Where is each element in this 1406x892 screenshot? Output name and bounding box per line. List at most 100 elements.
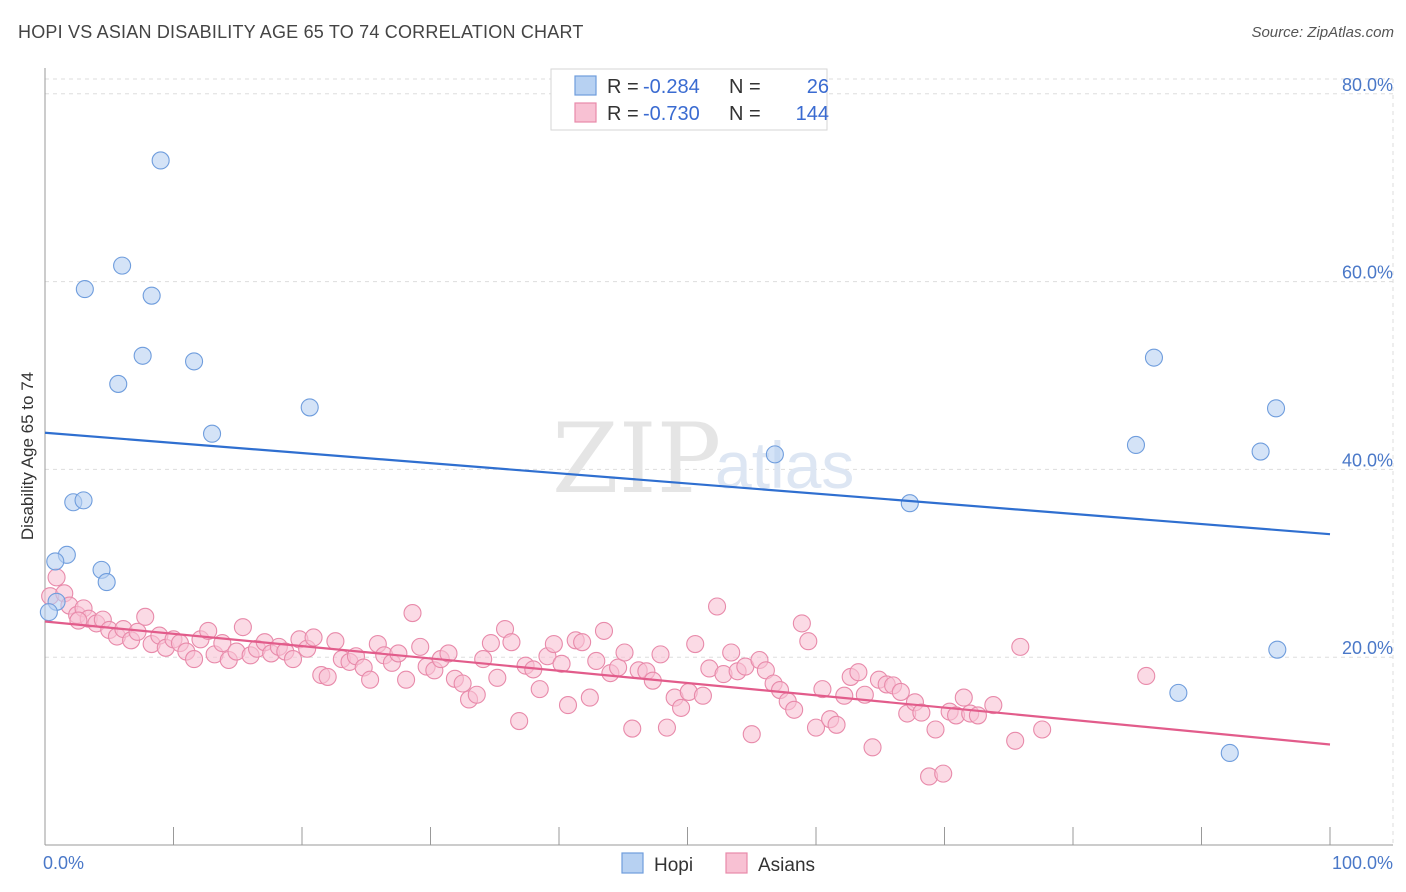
bottom-legend-swatch-hopi xyxy=(621,852,644,874)
asians-point-87 xyxy=(651,645,670,664)
watermark: ZIP atlas xyxy=(552,403,854,515)
chart-title: HOPI VS ASIAN DISABILITY AGE 65 TO 74 CO… xyxy=(18,22,584,42)
watermark-atlas: atlas xyxy=(715,428,854,502)
trend-lines xyxy=(44,431,1331,746)
asians-point-117 xyxy=(863,738,882,757)
asians-point-110 xyxy=(813,680,832,699)
asians-point-77 xyxy=(580,688,599,707)
asians-point-46 xyxy=(361,670,380,689)
asians-point-76 xyxy=(573,633,592,652)
correlation-legend: R = -0.284 N = 26 R = -0.730 N = 144 xyxy=(550,68,829,131)
asians-point-134 xyxy=(1006,731,1025,750)
asians-point-66 xyxy=(502,633,521,652)
asians-point-83 xyxy=(623,719,642,738)
hopi-point-24 xyxy=(1220,743,1239,763)
hopi-point-22 xyxy=(1268,640,1287,659)
hopi-point-8 xyxy=(203,424,222,443)
asians-point-127 xyxy=(934,764,953,783)
series-legend: Hopi Asians xyxy=(621,852,815,876)
asians-point-130 xyxy=(954,688,973,707)
hopi-point-18 xyxy=(1126,435,1146,455)
asians-point-100 xyxy=(742,725,761,744)
bottom-legend-label-asians: Asians xyxy=(758,855,815,876)
asians-point-88 xyxy=(657,718,676,737)
asians-point-21 xyxy=(185,650,204,669)
asians-point-112 xyxy=(827,715,846,734)
hopi-point-16 xyxy=(765,445,784,464)
asians-point-90 xyxy=(672,698,691,717)
asians-point-28 xyxy=(233,618,252,637)
watermark-zip: ZIP xyxy=(552,403,721,515)
asians-point-107 xyxy=(792,614,811,633)
legend-r-label-asians: R = xyxy=(607,103,639,125)
hopi-points xyxy=(39,151,1287,763)
asians-point-38 xyxy=(304,628,323,647)
legend-n-label-asians: N = xyxy=(729,103,761,125)
asians-point-92 xyxy=(686,634,705,654)
hopi-point-19 xyxy=(1144,348,1164,367)
y-tick-label-40: 40.0% xyxy=(1342,450,1393,470)
asians-point-57 xyxy=(439,644,458,663)
hopi-point-2 xyxy=(113,256,132,275)
asians-point-50 xyxy=(389,644,408,663)
asians-points xyxy=(41,568,1156,786)
asians-point-138 xyxy=(69,611,88,630)
asians-point-53 xyxy=(411,637,430,656)
source-label: Source: ZipAtlas.com xyxy=(1251,24,1394,41)
asians-point-115 xyxy=(849,663,868,682)
asians-point-124 xyxy=(912,703,931,722)
x-tick-label-min: 0.0% xyxy=(43,853,84,873)
asians-point-70 xyxy=(530,680,549,699)
hopi-point-25 xyxy=(39,603,58,622)
asians-point-81 xyxy=(609,658,628,677)
asians-point-78 xyxy=(587,651,606,671)
asians-point-133 xyxy=(984,696,1003,715)
asians-point-137 xyxy=(1137,666,1156,686)
legend-n-value-hopi: 26 xyxy=(807,76,829,98)
axes xyxy=(44,68,1393,846)
asians-point-23 xyxy=(199,621,218,640)
y-axis-label: Disability Age 65 to 74 xyxy=(18,372,37,540)
asians-point-93 xyxy=(693,686,712,705)
asians-point-52 xyxy=(403,604,422,623)
asians-point-126 xyxy=(926,720,945,739)
legend-box xyxy=(550,68,828,131)
asians-point-113 xyxy=(835,686,854,705)
hopi-trend-line xyxy=(44,431,1331,536)
hopi-point-15 xyxy=(97,573,116,592)
asians-point-67 xyxy=(510,711,529,731)
legend-r-value-asians: -0.730 xyxy=(643,103,700,125)
y-tick-label-20: 20.0% xyxy=(1342,638,1393,658)
asians-point-95 xyxy=(708,597,727,616)
hopi-point-12 xyxy=(46,552,65,571)
hopi-point-6 xyxy=(109,374,128,393)
legend-swatch-hopi xyxy=(574,75,597,96)
hopi-point-3 xyxy=(142,286,161,305)
x-tick-label-max: 100.0% xyxy=(1332,853,1393,873)
asians-point-1 xyxy=(47,568,66,587)
asians-point-108 xyxy=(799,632,818,651)
asians-point-121 xyxy=(891,682,910,701)
asians-point-61 xyxy=(467,685,486,704)
asians-point-59 xyxy=(453,674,472,693)
hopi-point-1 xyxy=(75,280,94,299)
asians-point-82 xyxy=(615,643,634,662)
asians-point-97 xyxy=(722,643,741,662)
asians-point-135 xyxy=(1011,637,1030,656)
hopi-point-7 xyxy=(300,398,319,417)
asians-trend-line xyxy=(44,620,1331,746)
asians-point-41 xyxy=(326,632,345,651)
asians-point-109 xyxy=(806,718,826,737)
asians-point-106 xyxy=(785,700,804,719)
y-tick-labels: 20.0% 40.0% 60.0% 80.0% xyxy=(1342,75,1393,658)
asians-point-73 xyxy=(552,654,571,673)
y-tick-label-60: 60.0% xyxy=(1342,263,1393,283)
asians-point-136 xyxy=(1033,720,1052,739)
hopi-point-5 xyxy=(185,352,204,371)
hopi-point-0 xyxy=(151,151,170,170)
asians-point-64 xyxy=(488,668,507,687)
asians-point-51 xyxy=(397,670,416,689)
asians-point-74 xyxy=(558,696,578,715)
legend-swatch-asians xyxy=(574,102,597,123)
